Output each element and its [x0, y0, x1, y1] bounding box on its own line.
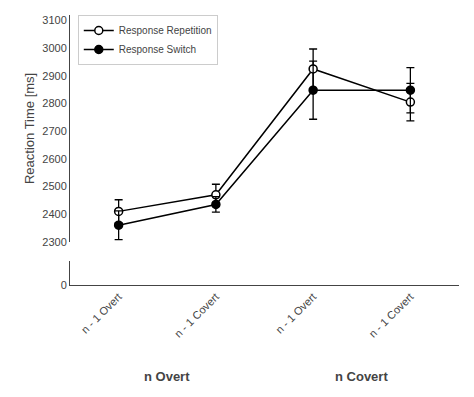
svg-text:2300: 2300: [42, 236, 66, 248]
svg-text:2900: 2900: [42, 70, 66, 82]
svg-text:Response Repetition: Response Repetition: [119, 25, 212, 36]
svg-text:n - 1 Covert: n - 1 Covert: [367, 291, 416, 340]
svg-text:3100: 3100: [42, 14, 66, 26]
svg-text:Response Switch: Response Switch: [119, 44, 196, 55]
svg-text:Reaction Time [ms]: Reaction Time [ms]: [22, 73, 37, 184]
svg-text:2500: 2500: [42, 180, 66, 192]
svg-text:2400: 2400: [42, 208, 66, 220]
svg-text:2600: 2600: [42, 153, 66, 165]
svg-text:3000: 3000: [42, 42, 66, 54]
svg-text:0: 0: [61, 279, 67, 291]
svg-text:2800: 2800: [42, 97, 66, 109]
svg-text:n - 1 Overt: n - 1 Overt: [273, 291, 318, 336]
svg-text:n - 1 Covert: n - 1 Covert: [172, 291, 221, 340]
svg-text:n - 1 Overt: n - 1 Overt: [79, 291, 124, 336]
svg-text:n Covert: n Covert: [335, 369, 388, 384]
svg-text:2700: 2700: [42, 125, 66, 137]
svg-text:n Overt: n Overt: [144, 369, 190, 384]
